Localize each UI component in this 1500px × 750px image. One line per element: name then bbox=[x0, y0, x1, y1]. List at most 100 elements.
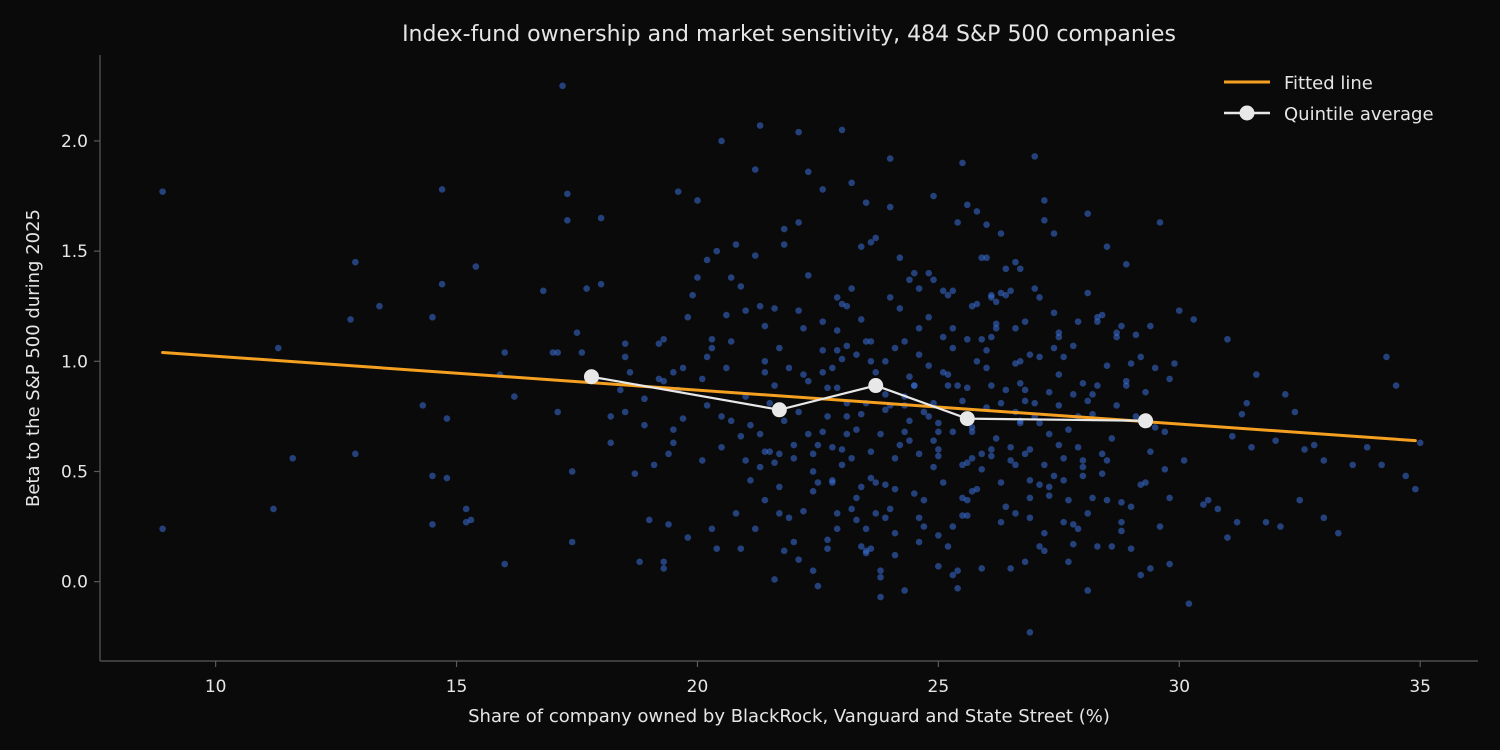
data-point bbox=[641, 395, 648, 403]
data-point bbox=[1016, 419, 1024, 427]
data-point bbox=[159, 525, 166, 533]
data-point bbox=[737, 545, 745, 552]
data-point bbox=[1248, 443, 1255, 451]
data-point bbox=[1012, 510, 1019, 517]
data-point bbox=[352, 450, 359, 458]
data-point bbox=[1224, 534, 1231, 541]
data-point bbox=[983, 364, 990, 372]
data-point bbox=[674, 188, 682, 195]
data-point bbox=[838, 461, 846, 469]
x-tick-label: 10 bbox=[205, 677, 227, 697]
data-point bbox=[978, 465, 986, 473]
data-point bbox=[877, 567, 884, 574]
data-point bbox=[1147, 322, 1154, 330]
data-point bbox=[867, 239, 875, 246]
data-point bbox=[814, 441, 822, 449]
data-point bbox=[954, 382, 961, 389]
data-point bbox=[1007, 443, 1014, 451]
data-point bbox=[1055, 371, 1063, 378]
data-point bbox=[670, 426, 677, 433]
data-point bbox=[833, 510, 841, 517]
data-point bbox=[1137, 571, 1145, 579]
data-point bbox=[1084, 397, 1092, 405]
data-point bbox=[925, 413, 933, 420]
data-point bbox=[1079, 463, 1087, 471]
data-point bbox=[723, 364, 730, 372]
data-point bbox=[1021, 386, 1029, 394]
data-point bbox=[780, 241, 788, 248]
data-point bbox=[1036, 294, 1043, 301]
data-point bbox=[1041, 197, 1048, 204]
quintile-marker bbox=[583, 369, 599, 385]
data-point bbox=[963, 384, 971, 392]
data-point bbox=[1021, 318, 1029, 325]
data-point bbox=[1147, 448, 1154, 455]
data-point bbox=[1224, 335, 1231, 343]
data-point bbox=[1069, 521, 1077, 528]
data-point bbox=[867, 545, 875, 552]
data-point bbox=[978, 565, 986, 572]
data-point bbox=[660, 377, 668, 385]
data-point bbox=[1069, 391, 1077, 398]
data-point bbox=[800, 371, 807, 378]
y-tick-label: 0.0 bbox=[61, 573, 88, 593]
data-point bbox=[963, 201, 971, 209]
quintile-marker bbox=[868, 378, 884, 394]
data-point bbox=[727, 274, 735, 281]
data-point bbox=[438, 280, 446, 288]
data-point bbox=[443, 415, 451, 422]
data-point bbox=[988, 446, 995, 453]
data-point bbox=[949, 428, 957, 436]
data-point bbox=[886, 155, 894, 162]
data-point bbox=[1171, 360, 1178, 367]
data-point bbox=[761, 496, 769, 504]
data-point bbox=[1041, 529, 1048, 537]
data-point bbox=[882, 406, 889, 414]
data-point bbox=[906, 276, 913, 284]
data-point bbox=[804, 430, 812, 438]
data-point bbox=[1320, 514, 1328, 522]
data-point bbox=[1151, 424, 1159, 431]
data-point bbox=[978, 450, 986, 458]
data-point bbox=[1012, 461, 1019, 469]
y-ticks: 0.0 0.5 1.0 1.5 2.0 bbox=[61, 132, 100, 593]
data-point bbox=[843, 413, 851, 420]
data-point bbox=[872, 234, 880, 242]
data-point bbox=[867, 474, 875, 482]
data-point bbox=[631, 470, 639, 477]
data-point bbox=[997, 230, 1005, 237]
data-point bbox=[886, 203, 894, 211]
data-point bbox=[988, 452, 995, 460]
data-point bbox=[891, 551, 899, 559]
data-point bbox=[1045, 388, 1053, 396]
data-point bbox=[1142, 388, 1149, 396]
data-point bbox=[1050, 344, 1058, 352]
data-point bbox=[1200, 501, 1207, 508]
data-point bbox=[988, 294, 995, 301]
data-point bbox=[939, 287, 947, 295]
data-point bbox=[939, 333, 947, 341]
quintile-marker bbox=[1138, 413, 1154, 429]
data-point bbox=[930, 192, 937, 200]
data-point bbox=[742, 307, 749, 314]
data-point bbox=[419, 402, 427, 409]
data-point bbox=[1175, 307, 1183, 314]
data-point bbox=[578, 349, 586, 356]
data-point bbox=[554, 408, 562, 416]
data-point bbox=[723, 311, 730, 319]
data-point bbox=[698, 457, 706, 464]
data-point bbox=[1094, 382, 1101, 389]
data-point bbox=[1031, 399, 1039, 407]
data-point bbox=[886, 505, 894, 513]
data-point bbox=[756, 302, 764, 310]
data-point bbox=[713, 545, 721, 552]
data-point bbox=[559, 82, 566, 90]
data-point bbox=[997, 479, 1005, 486]
data-point bbox=[949, 324, 957, 332]
data-point bbox=[1069, 540, 1077, 548]
data-point bbox=[824, 536, 831, 544]
data-point bbox=[1026, 351, 1034, 358]
data-point bbox=[1127, 503, 1135, 511]
data-point bbox=[703, 402, 711, 409]
data-point bbox=[804, 168, 812, 176]
